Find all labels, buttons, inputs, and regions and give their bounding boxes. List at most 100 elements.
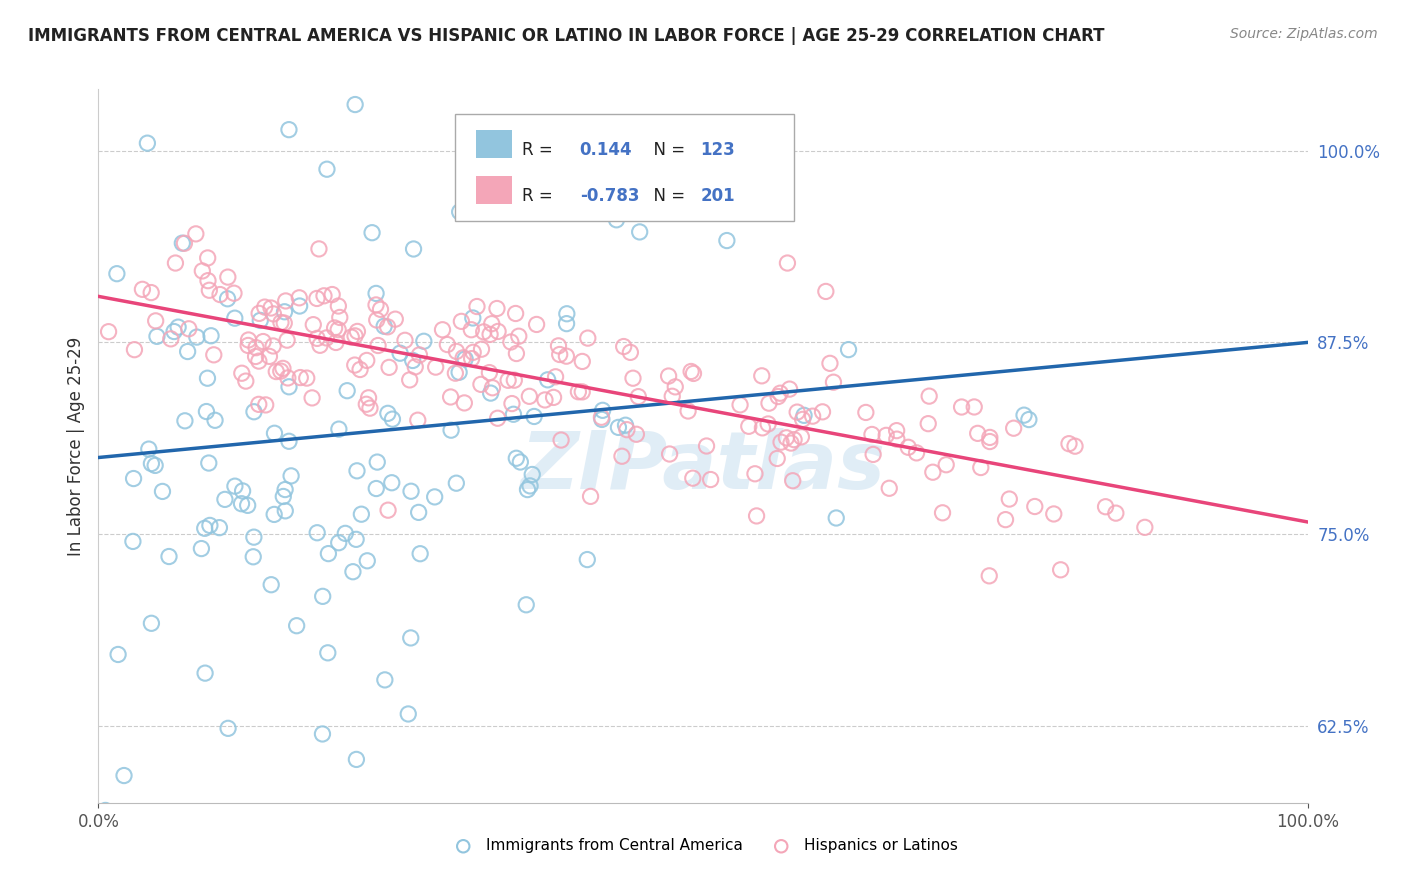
Text: N =: N = — [643, 141, 690, 159]
Point — [699, 473, 721, 487]
Point — [486, 411, 509, 425]
Point — [197, 251, 219, 265]
Point — [377, 319, 399, 334]
Point — [776, 256, 799, 270]
Point — [555, 317, 578, 331]
Point — [270, 315, 292, 329]
Point — [209, 287, 232, 301]
Point — [165, 256, 187, 270]
Point — [592, 403, 614, 417]
Point — [792, 412, 814, 426]
Point — [344, 533, 367, 547]
Point — [288, 299, 311, 313]
Point — [479, 327, 502, 342]
Text: Source: ZipAtlas.com: Source: ZipAtlas.com — [1230, 27, 1378, 41]
Point — [950, 400, 973, 414]
Point — [301, 391, 323, 405]
Point — [357, 391, 380, 405]
Bar — [475, 176, 512, 204]
Point — [472, 325, 495, 339]
Point — [963, 400, 986, 414]
Point — [814, 285, 837, 299]
Point — [152, 484, 174, 499]
Point — [105, 267, 128, 281]
Point — [138, 442, 160, 456]
Point — [349, 362, 371, 376]
Point — [197, 274, 219, 288]
Point — [446, 344, 468, 359]
Point — [285, 618, 308, 632]
Point — [682, 471, 704, 485]
Point — [172, 236, 194, 251]
Y-axis label: In Labor Force | Age 25-29: In Labor Force | Age 25-29 — [66, 336, 84, 556]
Point — [335, 526, 357, 541]
Point — [273, 305, 295, 319]
Point — [366, 455, 388, 469]
Point — [208, 521, 231, 535]
Point — [579, 489, 602, 503]
Point — [979, 430, 1001, 444]
Point — [328, 323, 350, 337]
Point — [450, 314, 472, 328]
Point — [607, 420, 630, 434]
Point — [107, 648, 129, 662]
Point — [534, 392, 557, 407]
Point — [141, 616, 163, 631]
Point — [681, 364, 703, 378]
Point — [744, 467, 766, 481]
Point — [131, 282, 153, 296]
Point — [112, 768, 135, 782]
Point — [197, 456, 219, 470]
Point — [394, 334, 416, 348]
Point — [157, 549, 180, 564]
Point — [184, 227, 207, 241]
Point — [295, 371, 318, 385]
Point — [1133, 520, 1156, 534]
Point — [328, 535, 350, 549]
Point — [312, 590, 335, 604]
Point — [141, 457, 163, 471]
Point — [231, 497, 253, 511]
Point — [231, 366, 253, 380]
Point — [555, 349, 578, 363]
Point — [377, 503, 399, 517]
Point — [253, 300, 276, 314]
Point — [342, 565, 364, 579]
Point — [811, 405, 834, 419]
Point — [478, 366, 501, 380]
Point — [307, 331, 329, 345]
Point — [994, 513, 1017, 527]
Point — [316, 646, 339, 660]
Point — [302, 318, 325, 332]
Text: R =: R = — [522, 141, 558, 159]
Point — [222, 286, 245, 301]
Point — [309, 338, 332, 352]
Point — [567, 384, 589, 399]
Point — [370, 302, 392, 317]
Point — [454, 351, 477, 366]
Point — [190, 541, 212, 556]
Point — [356, 397, 378, 411]
Point — [197, 371, 219, 385]
Point — [194, 521, 217, 535]
Point — [449, 365, 471, 379]
Point — [378, 360, 401, 375]
Point — [263, 508, 285, 522]
Point — [591, 412, 613, 426]
Point — [1024, 500, 1046, 514]
Point — [136, 136, 159, 150]
Point — [259, 350, 281, 364]
Point — [278, 434, 301, 449]
Point — [176, 344, 198, 359]
Point — [356, 353, 378, 368]
Point — [381, 412, 404, 426]
Point — [508, 329, 530, 343]
Point — [364, 286, 387, 301]
Point — [273, 316, 295, 330]
Point — [247, 354, 270, 368]
Point — [159, 332, 181, 346]
Point — [935, 458, 957, 472]
Point — [728, 398, 751, 412]
Point — [614, 418, 637, 433]
Point — [311, 727, 333, 741]
